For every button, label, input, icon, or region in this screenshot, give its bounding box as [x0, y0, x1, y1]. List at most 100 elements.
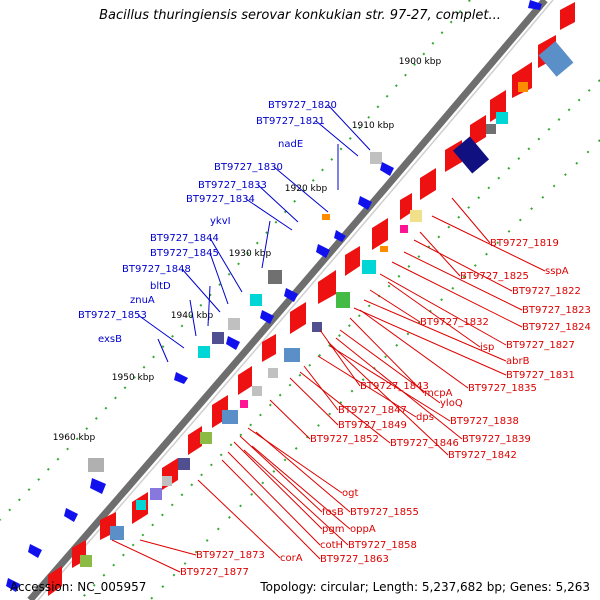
gene-arrow[interactable]: [528, 0, 542, 10]
right-gene-label[interactable]: isp: [387, 281, 494, 353]
gene-arrow[interactable]: [512, 62, 532, 98]
cog-box[interactable]: [496, 112, 508, 124]
left-gene-label[interactable]: exsB: [98, 334, 169, 363]
left-gene-label[interactable]: BT9727_1845: [150, 248, 229, 305]
cog-box[interactable]: [162, 476, 172, 486]
gene-arrow[interactable]: [238, 366, 252, 395]
cog-box[interactable]: [178, 458, 190, 470]
cog-box[interactable]: [212, 332, 224, 344]
gene-arrow[interactable]: [226, 336, 240, 350]
cog-box[interactable]: [518, 82, 528, 92]
right-gene-label[interactable]: BT9727_1822: [413, 239, 581, 297]
cog-box[interactable]: [380, 246, 388, 252]
right-gene-label[interactable]: cotH: [227, 451, 343, 551]
cog-box[interactable]: [150, 488, 162, 500]
left-gene-label[interactable]: BT9727_1834: [186, 194, 293, 231]
left-gene-label[interactable]: nadE: [278, 139, 339, 190]
cog-box[interactable]: [88, 458, 104, 472]
left-gene-label[interactable]: bltD: [150, 281, 211, 327]
left-gene-label[interactable]: BT9727_1820: [268, 100, 371, 151]
right-gene-label[interactable]: BT9727_1831: [353, 307, 575, 381]
cog-box[interactable]: [80, 555, 92, 567]
gene-arrow[interactable]: [420, 168, 436, 200]
right-gene-label[interactable]: BT9727_1858: [243, 449, 417, 551]
left-gene-label[interactable]: znuA: [130, 295, 197, 337]
gene-arrow[interactable]: [316, 244, 330, 258]
cog-box[interactable]: [250, 294, 262, 306]
right-gene-label[interactable]: BT9727_1863: [221, 459, 389, 565]
right-gene-label[interactable]: BT9727_1855: [255, 431, 419, 518]
right-gene-label[interactable]: BT9727_1877: [111, 539, 249, 578]
cog-box[interactable]: [410, 210, 422, 222]
gene-arrow[interactable]: [64, 508, 78, 522]
gene-arrow[interactable]: [358, 196, 372, 210]
gene-arrow[interactable]: [48, 566, 62, 596]
gene-arrow[interactable]: [380, 162, 394, 176]
cog-box[interactable]: [198, 346, 210, 358]
gene-arrow[interactable]: [345, 246, 360, 276]
right-gene-label[interactable]: sspA: [431, 215, 569, 277]
right-gene-label[interactable]: yloQ: [339, 329, 463, 409]
right-gene-label[interactable]: abrB: [363, 299, 530, 367]
right-gene-label[interactable]: dps: [317, 355, 434, 423]
right-gene-label[interactable]: mcpA: [349, 317, 453, 399]
gene-arrow[interactable]: [174, 372, 188, 384]
gene-arrow[interactable]: [470, 115, 486, 147]
cog-box[interactable]: [110, 526, 124, 540]
right-gene-label[interactable]: fosB: [239, 435, 344, 518]
gene-arrow[interactable]: [6, 578, 20, 592]
left-gene-label[interactable]: BT9727_1848: [122, 264, 221, 313]
right-gene-label[interactable]: BT9727_1846: [299, 371, 459, 449]
cog-box[interactable]: [486, 124, 496, 134]
left-gene-label[interactable]: BT9727_1833: [198, 180, 299, 223]
cog-box[interactable]: [370, 152, 382, 164]
cog-box[interactable]: [312, 322, 322, 332]
gene-arrow[interactable]: [262, 334, 276, 362]
gene-arrow[interactable]: [28, 544, 42, 558]
cog-box[interactable]: [268, 368, 278, 378]
cog-box[interactable]: [268, 270, 282, 284]
right-gene-label[interactable]: BT9727_1839: [335, 337, 531, 445]
gene-arrow[interactable]: [260, 310, 274, 324]
cog-box[interactable]: [284, 348, 300, 362]
gene-arrow[interactable]: [372, 218, 388, 250]
cog-box[interactable]: [538, 41, 574, 77]
cog-box[interactable]: [336, 292, 350, 308]
right-gene-label[interactable]: BT9727_1873: [139, 539, 265, 561]
cog-box[interactable]: [228, 318, 240, 330]
right-gene-label[interactable]: BT9727_1823: [403, 251, 591, 316]
cog-box[interactable]: [222, 410, 238, 424]
cog-box[interactable]: [136, 500, 146, 510]
cog-box[interactable]: [200, 432, 212, 444]
cog-box[interactable]: [400, 225, 408, 233]
right-gene-label[interactable]: BT9727_1852: [269, 399, 379, 445]
right-gene-label[interactable]: BT9727_1835: [359, 309, 537, 394]
right-gene-label[interactable]: BT9727_1824: [391, 261, 591, 333]
left-gene-label[interactable]: BT9727_1830: [214, 162, 329, 213]
gene-arrow[interactable]: [334, 230, 346, 242]
cog-box[interactable]: [362, 260, 376, 274]
left-gene-label[interactable]: BT9727_1821: [256, 116, 359, 157]
right-gene-label[interactable]: corA: [197, 479, 303, 564]
right-gene-label[interactable]: BT9727_1849: [289, 377, 407, 431]
cog-box[interactable]: [252, 386, 262, 396]
right-gene-label[interactable]: BT9727_1838: [329, 345, 519, 427]
cog-box[interactable]: [322, 214, 330, 220]
cog-box[interactable]: [240, 400, 248, 408]
right-gene-label[interactable]: BT9727_1827: [379, 273, 575, 351]
gene-arrow[interactable]: [400, 193, 412, 220]
gene-arrow[interactable]: [290, 302, 306, 334]
left-gene-label[interactable]: BT9727_1853: [78, 310, 185, 349]
right-gene-label[interactable]: BT9727_1819: [451, 197, 559, 249]
right-gene-label[interactable]: pgm: [233, 441, 344, 535]
cog-box[interactable]: [452, 136, 490, 174]
left-gene-label[interactable]: BT9727_1844: [150, 233, 243, 293]
left-gene-label[interactable]: ykvI: [210, 216, 271, 269]
gene-arrow[interactable]: [560, 2, 575, 30]
gene-arrow[interactable]: [188, 426, 202, 455]
right-gene-label[interactable]: BT9727_1842: [327, 341, 517, 461]
right-gene-label[interactable]: oppA: [251, 445, 376, 535]
right-gene-label[interactable]: BT9727_1832: [369, 289, 489, 328]
gene-arrow[interactable]: [90, 478, 106, 494]
